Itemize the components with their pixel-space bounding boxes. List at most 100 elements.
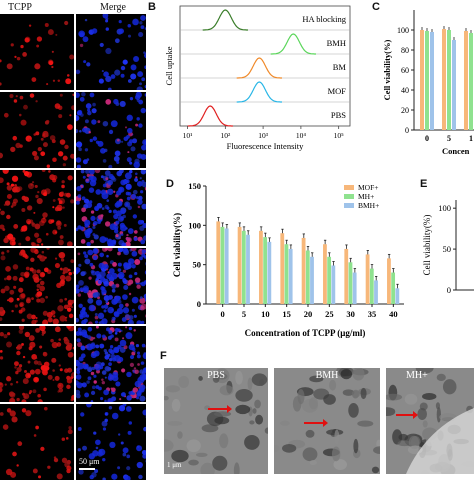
bar-mof-plus: [280, 233, 284, 304]
bar: [464, 31, 468, 130]
histogram-curve: [203, 10, 248, 30]
tem-texture: [164, 368, 268, 474]
tem-image-bmh: BMH: [274, 368, 380, 474]
x-tick-label: 0: [221, 309, 225, 319]
bar: [425, 31, 429, 130]
bar-bmh-plus: [289, 249, 293, 304]
histogram-label: PBS: [331, 110, 346, 120]
legend-label: BMH+: [358, 201, 379, 210]
y-axis-label: Cell viability(%): [422, 215, 432, 276]
tem-texture: [386, 368, 474, 474]
red-arrow: [396, 414, 414, 416]
tcpp-image: [0, 404, 74, 480]
tcpp-image: [0, 170, 74, 246]
bar-mof-plus: [259, 231, 263, 304]
red-arrow: [304, 422, 324, 424]
scale-bar-label-a: 50 μm: [79, 458, 100, 466]
legend-swatch: [344, 194, 354, 199]
x-tick-label: 40: [389, 309, 398, 319]
x-axis-label: Fluorescence Intensity: [227, 141, 304, 151]
bar: [442, 29, 446, 130]
histogram-label: HA blocking: [302, 14, 346, 24]
bar: [469, 33, 473, 130]
y-tick-label: 50: [443, 244, 452, 254]
y-axis-label: Cell uptake: [164, 46, 174, 85]
merge-image: [76, 170, 146, 246]
bar-mh-plus: [221, 227, 225, 304]
bar-mof-plus: [366, 254, 370, 304]
y-axis-label: Cell viability(%): [382, 39, 392, 100]
y-tick-label: 60: [401, 66, 409, 75]
histogram-curve: [237, 58, 282, 78]
legend-label: MOF+: [358, 183, 379, 192]
bar-bmh-plus: [246, 235, 250, 304]
y-tick-label: 0: [447, 285, 451, 295]
bar-bmh-plus: [395, 288, 399, 304]
bar-bmh-plus: [331, 265, 335, 304]
merge-image: [76, 92, 146, 168]
tcpp-image: [0, 326, 74, 402]
histogram-label: MOF: [328, 86, 347, 96]
x-tick-label: 10⁵: [334, 131, 345, 140]
x-tick-label: 1: [469, 134, 473, 143]
bar-bmh-plus: [374, 280, 378, 304]
bar-mof-plus: [387, 258, 391, 304]
bar-mof-plus: [302, 238, 306, 304]
merge-image: [76, 248, 146, 324]
histogram-label: BMH: [327, 38, 346, 48]
bar-mh-plus: [285, 244, 289, 304]
histogram-curve: [271, 34, 316, 54]
bar-mh-plus: [349, 262, 353, 304]
bar-mh-plus: [242, 231, 246, 304]
tem-image-mh: MH+: [386, 368, 474, 474]
y-tick-label: 100: [397, 26, 409, 35]
x-tick-label: 0: [425, 134, 429, 143]
bar-bmh-plus: [225, 228, 229, 304]
x-axis-label: Concentration of TCPP (μg/ml): [245, 328, 366, 338]
merge-image: [76, 326, 146, 402]
x-axis-label: Concen: [442, 146, 470, 156]
y-tick-label: 0: [197, 299, 201, 309]
y-tick-label: 20: [401, 106, 409, 115]
flow-cytometry-chart: HA blocking BMH BM MOF PBS 10¹ 10² 10³ 10⁴ 10⁵ Flu…: [150, 0, 355, 168]
y-tick-label: 50: [193, 260, 202, 270]
red-arrow: [208, 408, 228, 410]
bar-mof-plus: [216, 221, 220, 304]
tem-caption-bmh: BMH: [274, 370, 380, 381]
histogram-curve: [237, 82, 282, 102]
x-tick-label: 10²: [220, 131, 231, 140]
x-tick-label: 10⁴: [296, 131, 307, 140]
histogram-curve: [188, 106, 233, 126]
x-tick-label: 10³: [258, 131, 269, 140]
bar-bmh-plus: [310, 257, 314, 304]
x-tick-label: 5: [447, 134, 451, 143]
bar-mof-plus: [323, 244, 327, 304]
y-tick-label: 80: [401, 46, 409, 55]
x-tick-label: 10: [261, 309, 270, 319]
bar: [452, 40, 456, 130]
bar-mh-plus: [306, 251, 310, 304]
bar: [420, 30, 424, 130]
merge-image: [76, 14, 146, 90]
legend-swatch: [344, 203, 354, 208]
y-tick-label: 100: [188, 220, 201, 230]
tem-image-pbs: PBS 1 μm: [164, 368, 268, 474]
microscopy-grid: [0, 14, 146, 474]
y-tick-label: 0: [405, 126, 409, 135]
legend-label: MH+: [358, 192, 374, 201]
bar: [430, 32, 434, 130]
bar-mof-plus: [344, 249, 348, 304]
bar-mh-plus: [263, 237, 267, 304]
x-tick-label: 5: [242, 309, 246, 319]
histogram-label: BM: [333, 62, 347, 72]
bar-bmh-plus: [353, 273, 357, 304]
legend-swatch: [344, 185, 354, 190]
tcpp-image: [0, 14, 74, 90]
x-tick-label: 35: [368, 309, 377, 319]
scale-bar-a: [79, 468, 95, 470]
tem-caption-mh: MH+: [406, 370, 474, 381]
x-tick-label: 10¹: [183, 131, 193, 140]
tccp-column-header: TCPP: [8, 3, 32, 13]
merge-column-header: Merge: [100, 3, 126, 13]
